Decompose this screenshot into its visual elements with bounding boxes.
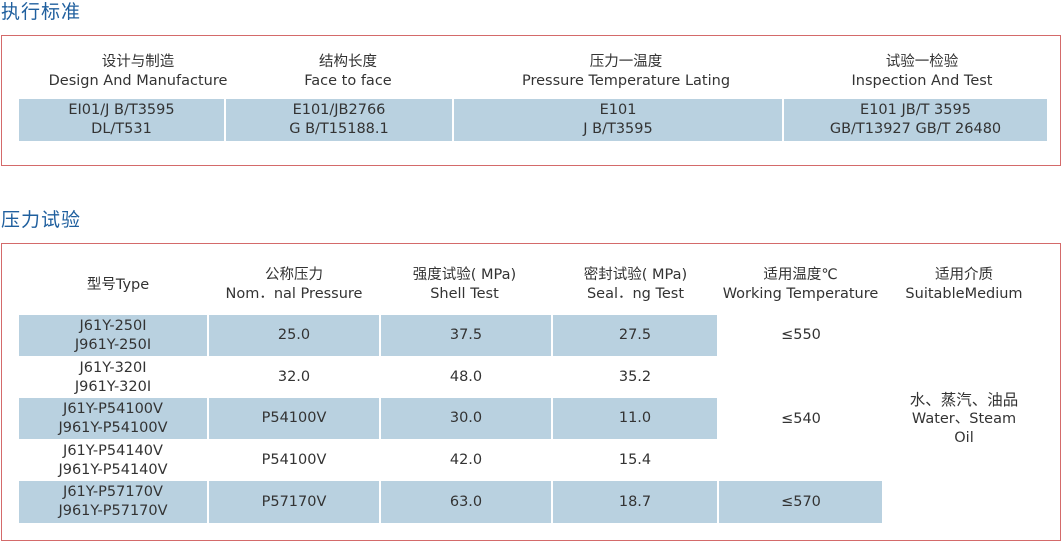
header-temperature-zh: 适用温度℃: [763, 267, 838, 283]
value-inspection: E101 JB/T 3595 GB/T13927 GB/T 26480: [784, 99, 1047, 141]
header-face: 结构长度 Face to face: [228, 52, 468, 92]
cell-type: J61Y-P54140V J961Y-P54140V: [19, 440, 207, 481]
header-face-en: Face to face: [304, 73, 392, 89]
cell-shell: 63.0: [449, 493, 483, 510]
header-type-zh: 型号Type: [86, 276, 150, 293]
medium-cell: 水、蒸汽、油品 Water、Steam Oil: [883, 315, 1045, 523]
header-design-zh: 设计与制造: [101, 54, 175, 70]
cell-nominal: P54100V: [261, 452, 327, 468]
medium-en-line2: Oil: [954, 429, 974, 446]
pressure-test-panel: 型号Type 公称压力 Nom．nal Pressure 强度试验( MPa) …: [1, 243, 1061, 541]
value-pressure-temp-line1: E101: [599, 102, 637, 118]
type-line2: J961Y-250I: [74, 336, 152, 353]
header-nominal-en: Nom．nal Pressure: [225, 286, 363, 302]
header-face-zh: 结构长度: [319, 54, 377, 70]
header-seal-zh: 密封试验( MPa): [583, 267, 688, 283]
temperature-550: ≤550: [781, 327, 821, 343]
cell-shell: 30.0: [449, 410, 483, 426]
value-design-line2: DL/T531: [91, 121, 152, 137]
header-type: 型号Type: [18, 264, 218, 306]
value-face-line2: G B/T15188.1: [289, 121, 389, 137]
cell-shell: 37.5: [449, 327, 483, 343]
cell-nominal: 25.0: [277, 327, 311, 343]
cell-seal: 35.2: [618, 369, 652, 385]
standards-title: 执行标准: [1, 1, 82, 23]
type-line2: J961Y-320I: [74, 378, 152, 395]
row-bg-1: [19, 315, 717, 356]
value-face-line1: E101/JB2766: [292, 102, 386, 118]
cell-shell: 42.0: [449, 452, 483, 468]
value-pressure-temp-line2: J B/T3595: [583, 121, 653, 137]
standards-value-row: EI01/J B/T3595 DL/T531 E101/JB2766 G B/T…: [19, 99, 1047, 141]
medium-zh: 水、蒸汽、油品: [909, 390, 1019, 409]
header-medium-en: SuitableMedium: [905, 286, 1023, 302]
cell-nominal: P54100V: [261, 410, 327, 426]
value-pressure-temp: E101 J B/T3595: [454, 99, 782, 141]
header-medium-zh: 适用介质: [935, 267, 993, 283]
cell-type: J61Y-P57170V J961Y-P57170V: [19, 481, 207, 523]
header-shell: 强度试验( MPa) Shell Test: [382, 264, 547, 306]
header-pressure-temp: 压力一温度 Pressure Temperature Lating: [446, 52, 806, 92]
value-design: EI01/J B/T3595 DL/T531: [19, 99, 224, 141]
cell-type: J61Y-P54100V J961Y-P54100V: [19, 398, 207, 439]
value-inspection-line2: GB/T13927 GB/T 26480: [829, 121, 1002, 137]
cell-nominal: P57170V: [261, 493, 327, 510]
header-design-en: Design And Manufacture: [48, 73, 228, 89]
standards-panel: 设计与制造 Design And Manufacture 结构长度 Face t…: [1, 35, 1061, 166]
temperature-540: ≤540: [781, 410, 821, 427]
type-line1: J61Y-P54140V: [63, 442, 163, 459]
header-inspection-en: Inspection And Test: [851, 73, 993, 89]
type-line1: J61Y-250I: [79, 317, 147, 334]
header-pressure-temp-zh: 压力一温度: [589, 54, 663, 70]
type-line2: J961Y-P54140V: [58, 461, 168, 478]
header-shell-zh: 强度试验( MPa): [412, 267, 517, 283]
header-temperature-en: Working Temperature: [722, 286, 879, 302]
header-medium: 适用介质 SuitableMedium: [883, 264, 1045, 306]
cell-nominal: 32.0: [277, 369, 311, 385]
cell-seal: 15.4: [618, 452, 652, 468]
row-bg-5: [19, 481, 882, 523]
cell-type: J61Y-320I J961Y-320I: [19, 357, 207, 398]
header-design: 设计与制造 Design And Manufacture: [18, 52, 258, 92]
type-line1: J61Y-P57170V: [63, 484, 163, 500]
header-inspection: 试验一检验 Inspection And Test: [792, 52, 1052, 92]
header-shell-en: Shell Test: [430, 286, 499, 302]
header-nominal-zh: 公称压力: [265, 267, 323, 283]
header-temperature: 适用温度℃ Working Temperature: [718, 264, 883, 306]
value-design-line1: EI01/J B/T3595: [68, 102, 175, 118]
type-line2: J961Y-P54100V: [58, 419, 168, 436]
value-face: E101/JB2766 G B/T15188.1: [226, 99, 452, 141]
pressure-test-title: 压力试验: [1, 209, 82, 231]
header-inspection-zh: 试验一检验: [885, 54, 959, 70]
header-seal: 密封试验( MPa) Seal．ng Test: [553, 264, 718, 306]
type-line1: J61Y-320I: [79, 359, 147, 376]
cell-seal: 18.7: [618, 493, 652, 510]
cell-seal: 11.0: [618, 410, 652, 426]
header-seal-en: Seal．ng Test: [586, 286, 685, 302]
cell-type: J61Y-250I J961Y-250I: [19, 315, 207, 356]
type-line2: J961Y-P57170V: [58, 503, 168, 519]
value-inspection-line1: E101 JB/T 3595: [860, 102, 971, 118]
temperature-570: ≤570: [781, 493, 821, 510]
row-bg-3: [19, 398, 717, 439]
standards-header-row: 设计与制造 Design And Manufacture 结构长度 Face t…: [2, 52, 1060, 92]
medium-en-line1: Water、Steam: [911, 410, 1017, 427]
cell-seal: 27.5: [618, 327, 652, 343]
cell-shell: 48.0: [449, 369, 483, 385]
type-line1: J61Y-P54100V: [63, 400, 163, 417]
header-pressure-temp-en: Pressure Temperature Lating: [521, 73, 731, 89]
header-nominal: 公称压力 Nom．nal Pressure: [218, 264, 370, 306]
